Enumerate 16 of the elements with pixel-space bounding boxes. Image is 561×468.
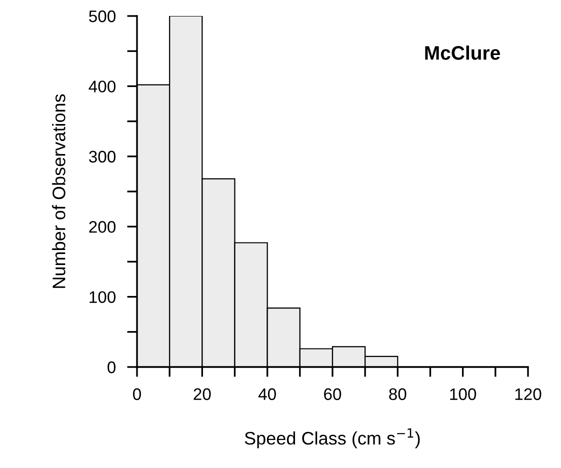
x-tick-label: 20: [194, 388, 211, 400]
x-tick-label: 0: [133, 388, 141, 400]
x-tick-label: 60: [324, 388, 342, 400]
y-axis-title: Number of Observations: [52, 94, 66, 288]
x-tick-label: 40: [258, 388, 276, 400]
y-tick-label: 100: [90, 291, 116, 304]
y-tick-label: 400: [88, 80, 116, 92]
y-tick-label: 300: [88, 150, 116, 163]
y-tick-label: 0: [108, 361, 116, 374]
y-tick-label: 500: [89, 10, 116, 22]
annotation: McClure: [425, 46, 500, 60]
y-tick-label: 200: [89, 221, 116, 233]
x-tick-label: 120: [515, 388, 542, 400]
x-axis-title: Speed Class (cm s$^{−1}$): [244, 428, 420, 448]
x-tick-label: 80: [389, 388, 406, 400]
x-tick-label: 100: [450, 388, 476, 400]
